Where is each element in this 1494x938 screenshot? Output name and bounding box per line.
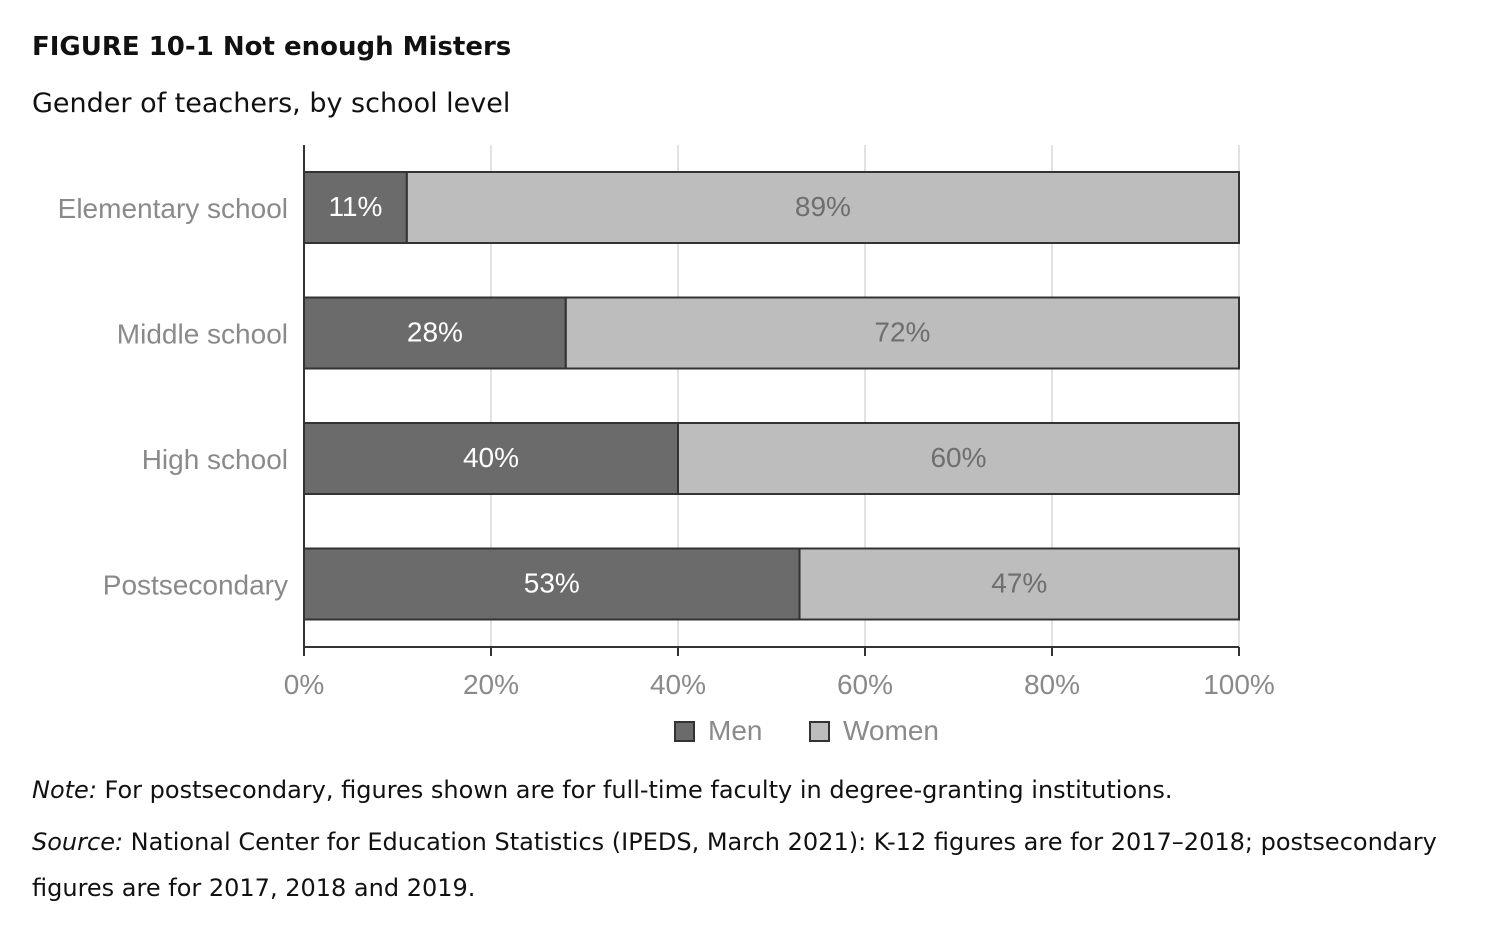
data-label-men: 28% <box>407 316 463 347</box>
legend-label-women: Women <box>843 715 939 746</box>
legend-swatch-women <box>809 721 830 742</box>
x-tick-label: 20% <box>463 669 519 700</box>
bar-women <box>564 296 1240 370</box>
source-text: National Center for Education Statistics… <box>32 828 1437 902</box>
legend-swatch-men <box>674 721 695 742</box>
bar-men <box>303 547 801 621</box>
note-label: Note: <box>32 776 97 804</box>
data-label-women: 47% <box>991 567 1047 598</box>
axes: Elementary school Middle school High schoo… <box>58 145 1275 700</box>
category-label: High school <box>142 444 288 475</box>
bar-women <box>798 547 1240 621</box>
stacked-bar-chart: 11% 89% 28% 72% 40% 60% 53% 47% Elementary scho… <box>58 145 1275 746</box>
source-label: Source: <box>32 828 124 856</box>
x-tick-label: 60% <box>837 669 893 700</box>
data-label-women: 72% <box>874 316 930 347</box>
source: Source: National Center for Education St… <box>32 819 1472 911</box>
x-tick-label: 80% <box>1024 669 1080 700</box>
data-label-men: 40% <box>463 442 519 473</box>
category-label: Postsecondary <box>103 569 288 600</box>
note: Note: For postsecondary, figures shown a… <box>32 767 1472 813</box>
bars: 11% 89% 28% 72% 40% 60% 53% 47% <box>303 171 1241 621</box>
figure-subtitle: Gender of teachers, by school level <box>32 88 511 119</box>
legend-label-men: Men <box>708 715 762 746</box>
data-label-men: 11% <box>328 191 382 222</box>
data-label-women: 60% <box>930 442 986 473</box>
category-label: Elementary school <box>58 193 288 224</box>
x-tick-label: 0% <box>284 669 324 700</box>
x-tick-label: 100% <box>1203 669 1275 700</box>
bar-men <box>303 422 679 495</box>
note-text: For postsecondary, figures shown are for… <box>96 776 1173 804</box>
bar-men <box>303 171 408 244</box>
figure-title: FIGURE 10-1 Not enough Misters <box>32 32 512 62</box>
x-tick-label: 40% <box>650 669 706 700</box>
category-label: Middle school <box>117 318 288 349</box>
bar-women <box>405 171 1241 244</box>
data-label-men: 53% <box>524 567 580 598</box>
data-label-women: 89% <box>795 191 851 222</box>
bar-women <box>677 422 1240 495</box>
legend: Men Women <box>674 715 939 746</box>
